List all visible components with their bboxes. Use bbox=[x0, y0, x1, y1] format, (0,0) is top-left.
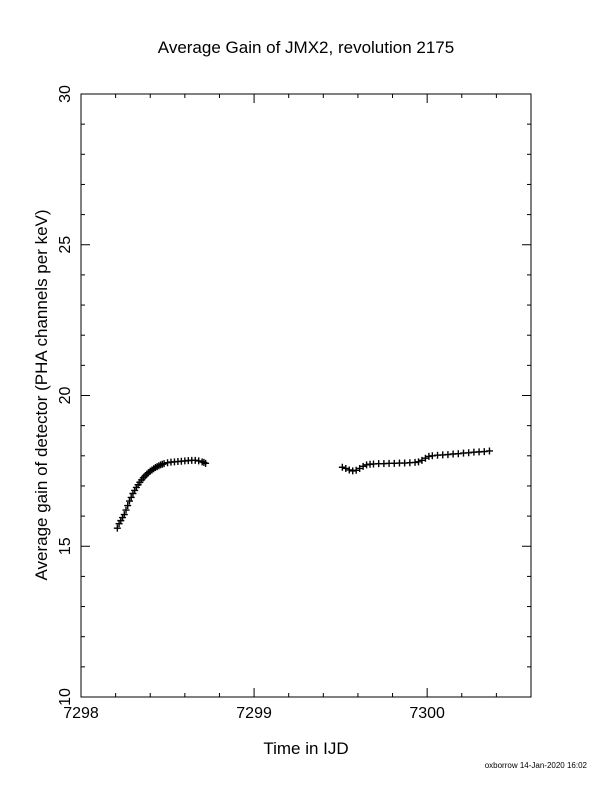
data-point bbox=[127, 493, 135, 501]
data-points bbox=[113, 447, 493, 532]
y-tick-label: 25 bbox=[57, 236, 74, 254]
y-tick-label: 30 bbox=[57, 85, 74, 103]
data-point bbox=[125, 497, 133, 505]
y-tick-label: 10 bbox=[57, 688, 74, 706]
data-point bbox=[124, 502, 132, 510]
data-point bbox=[359, 462, 367, 470]
data-point bbox=[485, 447, 493, 455]
plot-frame bbox=[80, 93, 532, 698]
data-point bbox=[342, 464, 350, 472]
data-point bbox=[122, 506, 130, 514]
y-tick-label: 15 bbox=[57, 537, 74, 555]
x-tick-label: 7299 bbox=[236, 705, 272, 722]
data-point bbox=[202, 459, 210, 467]
x-axis-ticks: 7298 7299 7300 bbox=[63, 94, 445, 722]
data-point bbox=[415, 458, 422, 466]
data-point bbox=[113, 524, 121, 532]
data-point bbox=[160, 460, 168, 468]
data-point bbox=[120, 511, 128, 519]
y-axis-ticks: 10 15 20 25 30 bbox=[57, 85, 531, 706]
data-point bbox=[345, 466, 353, 474]
y-axis-label: Average gain of detector (PHA channels p… bbox=[32, 209, 51, 580]
data-point bbox=[200, 458, 208, 466]
data-point bbox=[195, 457, 203, 465]
x-tick-label: 7298 bbox=[63, 705, 99, 722]
footer-credit: oxborrow 14-Jan-2020 16:02 bbox=[485, 761, 588, 770]
y-tick-label: 20 bbox=[57, 387, 74, 405]
minor-ticks bbox=[81, 94, 531, 697]
chart-title: Average Gain of JMX2, revolution 2175 bbox=[158, 38, 454, 57]
data-point bbox=[338, 463, 346, 471]
x-tick-label: 7300 bbox=[409, 705, 445, 722]
x-axis-label: Time in IJD bbox=[263, 739, 348, 758]
